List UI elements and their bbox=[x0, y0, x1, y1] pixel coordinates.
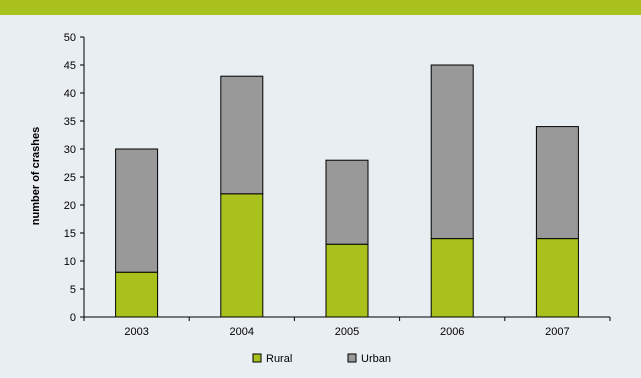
bar-rural-2007 bbox=[535, 238, 579, 318]
x-tick-label-2007: 2007 bbox=[545, 326, 569, 338]
y-tick-label-30: 30 bbox=[64, 144, 76, 156]
bar-rural-2004 bbox=[220, 193, 264, 318]
axes-layer: 2003 2004 2005 2006 2007 0 5 10 15 20 25 30 35 40 45 50 bbox=[64, 32, 611, 338]
legend-label-urban: Urban bbox=[361, 353, 391, 365]
y-tick-label-20: 20 bbox=[64, 200, 76, 212]
legend-swatch-urban bbox=[347, 353, 357, 363]
legend-swatch-rural bbox=[252, 353, 262, 363]
y-tick-label-5: 5 bbox=[70, 284, 76, 296]
bar-urban-2004 bbox=[220, 75, 264, 195]
y-tick-label-15: 15 bbox=[64, 228, 76, 240]
y-tick-label-50: 50 bbox=[64, 32, 76, 44]
header-band bbox=[0, 0, 641, 15]
y-tick-label-0: 0 bbox=[70, 312, 76, 324]
x-tick-label-2005: 2005 bbox=[335, 326, 359, 338]
legend-label-rural: Rural bbox=[266, 353, 292, 365]
bars-layer bbox=[115, 64, 579, 318]
x-tick-label-2006: 2006 bbox=[440, 326, 464, 338]
bar-urban-2003 bbox=[115, 148, 159, 273]
bar-urban-2007 bbox=[535, 126, 579, 240]
bar-urban-2006 bbox=[430, 64, 474, 240]
bar-rural-2006 bbox=[430, 238, 474, 318]
y-tick-label-25: 25 bbox=[64, 172, 76, 184]
y-tick-label-10: 10 bbox=[64, 256, 76, 268]
bar-urban-2005 bbox=[325, 159, 369, 245]
y-axis-label: number of crashes bbox=[30, 127, 42, 225]
bar-rural-2003 bbox=[115, 271, 159, 318]
y-tick-label-35: 35 bbox=[64, 116, 76, 128]
bar-rural-2005 bbox=[325, 243, 369, 318]
y-tick-label-45: 45 bbox=[64, 60, 76, 72]
y-tick-label-40: 40 bbox=[64, 88, 76, 100]
x-tick-label-2004: 2004 bbox=[230, 326, 254, 338]
x-tick-label-2003: 2003 bbox=[124, 326, 148, 338]
legend: Rural Urban bbox=[252, 353, 391, 365]
